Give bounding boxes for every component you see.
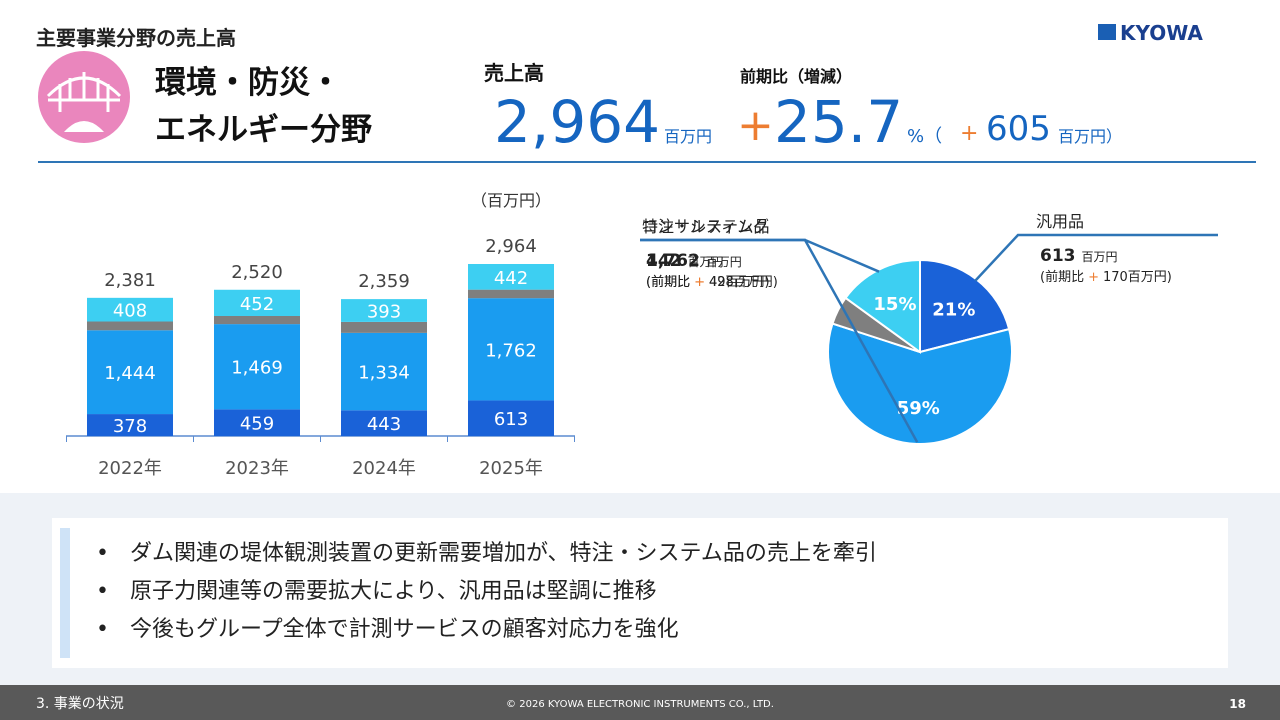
bar-label: 442	[494, 268, 528, 289]
bullet-dot: •	[96, 617, 109, 642]
callout-amount: 613 百万円	[1040, 246, 1118, 266]
bar-label: 443	[367, 414, 401, 435]
footer-section: 3. 事業の状況	[36, 696, 124, 712]
callout-change: (前期比 +49百万円)	[646, 274, 770, 290]
bar-segment	[341, 321, 427, 333]
bar-label: 1,444	[104, 363, 156, 384]
change-value: 170百万円)	[1103, 270, 1172, 285]
sales-label: 売上高	[484, 61, 544, 85]
bar-segment	[468, 264, 554, 290]
page-number: 18	[1229, 697, 1246, 711]
change-value: 49百万円)	[709, 275, 770, 290]
change-pct: 25.7	[774, 88, 903, 156]
logo-icon	[1098, 24, 1116, 40]
total-label: 2,964	[485, 236, 537, 257]
bar-segment	[468, 289, 554, 299]
callout-change: (前期比 +170百万円)	[1040, 269, 1172, 285]
bar-segment	[87, 321, 173, 331]
unit-label: （百万円）	[471, 191, 551, 210]
total-label: 2,381	[104, 270, 156, 291]
sales-value: 2,964	[494, 88, 660, 156]
bullet-text: ダム関連の堤体観測装置の更新需要増加が、特注・システム品の売上を牽引	[130, 541, 877, 566]
bar-segment	[214, 409, 300, 436]
pie-slice	[827, 322, 1013, 445]
amount-unit: 百万円	[688, 255, 724, 269]
bullet-box	[52, 518, 1228, 668]
change-label: 前期比（増減）	[740, 67, 852, 86]
change-sign: +	[737, 100, 774, 151]
amount: 1,762	[646, 251, 700, 271]
bar-segment	[214, 289, 300, 316]
bullet-dot: •	[96, 541, 109, 566]
bar-segment	[341, 410, 427, 436]
total-label: 2,520	[231, 262, 283, 283]
change-pct-unit: %（	[907, 126, 942, 147]
bar-label: 378	[113, 416, 147, 437]
change-sign: +	[1088, 270, 1099, 285]
change-note: (前期比	[646, 274, 690, 290]
logo: KYOWA	[1120, 21, 1203, 45]
pie-label: 15%	[873, 294, 916, 315]
x-tick-label: 2023年	[225, 458, 289, 479]
leader-line	[640, 238, 880, 273]
diff-value: 605	[986, 109, 1051, 149]
amount: 613	[1040, 246, 1076, 266]
bar-label: 1,762	[485, 340, 537, 361]
bullet-dot: •	[96, 579, 109, 604]
pie-label: 59%	[897, 398, 940, 419]
leader-line	[974, 233, 1218, 282]
tunnel-icon	[64, 121, 104, 132]
callout-amount: 1,762 百万円	[646, 251, 742, 271]
x-tick-label: 2024年	[352, 458, 416, 479]
callout-name: コンサルティング	[642, 217, 769, 236]
footer-bar	[0, 685, 1280, 720]
sales-unit: 百万円	[664, 127, 712, 146]
bar-segment	[87, 297, 173, 322]
bar-segment	[468, 298, 554, 401]
bar-label: 452	[240, 294, 274, 315]
segment-name: 環境・防災・	[155, 65, 341, 101]
bar-segment	[341, 332, 427, 411]
bar-label: 1,334	[358, 363, 410, 384]
bar-label: 408	[113, 301, 147, 322]
total-label: 2,359	[358, 271, 410, 292]
bullet-accent	[60, 528, 70, 658]
change-note: (前期比	[1040, 269, 1084, 285]
bar-label: 1,469	[231, 358, 283, 379]
amount-unit: 百万円	[1082, 250, 1118, 264]
change-value: 428百万円)	[709, 275, 778, 290]
segment-name: エネルギー分野	[155, 112, 372, 148]
bullet-text: 原子力関連等の需要拡大により、汎用品は堅調に推移	[130, 579, 657, 604]
change-note: (前期比	[646, 274, 690, 290]
amount-unit: 百万円	[706, 255, 742, 269]
change-sign: +	[694, 275, 705, 290]
bridge-icon	[46, 72, 122, 112]
bar-segment	[468, 400, 554, 436]
bar-segment	[214, 324, 300, 410]
pie-label: 21%	[932, 299, 975, 320]
bar-segment	[87, 330, 173, 415]
footer-copyright: © 2026 KYOWA ELECTRONIC INSTRUMENTS CO.,…	[506, 699, 774, 710]
bar-label: 459	[240, 414, 274, 435]
amount: 442	[646, 251, 682, 271]
bar-label: 393	[367, 302, 401, 323]
bullet-text: 今後もグループ全体で計測サービスの顧客対応力を強化	[130, 617, 679, 642]
diff-unit: 百万円）	[1058, 127, 1122, 146]
change-sign: +	[694, 275, 705, 290]
callout-amount: 442 百万円	[646, 251, 724, 271]
x-tick-label: 2025年	[479, 458, 543, 479]
diff-sign: +	[960, 121, 978, 146]
bar-label: 613	[494, 409, 528, 430]
bar-segment	[341, 299, 427, 322]
x-tick-label: 2022年	[98, 458, 162, 479]
callout-name: 汎用品	[1036, 212, 1084, 231]
bar-segment	[214, 315, 300, 325]
callout-change: (前期比 +428百万円)	[646, 274, 778, 290]
bar-segment	[87, 414, 173, 436]
callout-name: 特注・システム品	[642, 217, 770, 236]
slide-title: 主要事業分野の売上高	[36, 26, 236, 50]
